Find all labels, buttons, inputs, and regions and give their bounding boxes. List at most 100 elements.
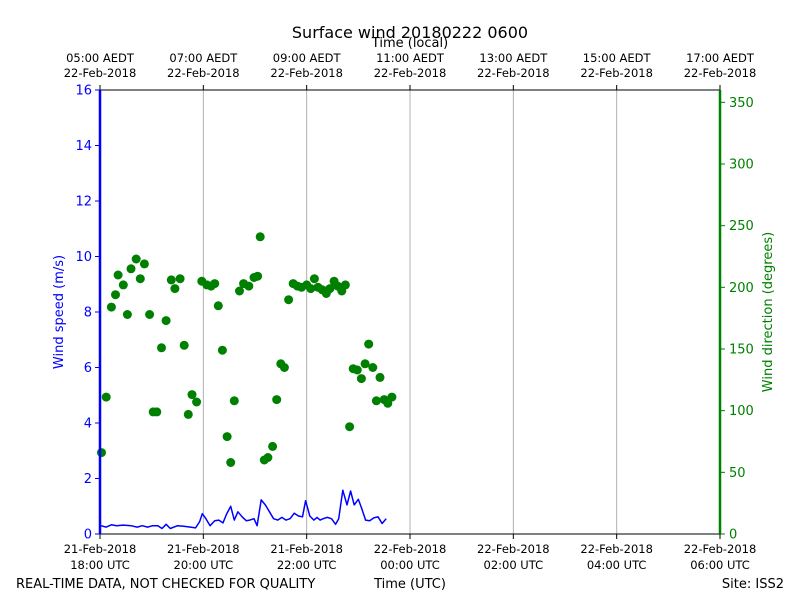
wind-direction-point [306,284,316,294]
bottom-axis-label: Time (UTC) [373,577,446,592]
left-tick-label: 6 [84,361,92,376]
top-axis-label: Time (local) [371,36,448,51]
wind-direction-point [97,448,106,458]
left-tick-label: 12 [75,195,92,210]
wind-direction-point [122,310,132,319]
footer-warning: REAL-TIME DATA, NOT CHECKED FOR QUALITY [16,577,315,592]
wind-direction-point [118,280,128,290]
wind-direction-point [268,441,278,451]
wind-direction-point [183,409,193,419]
wind-speed-line [100,489,387,530]
wind-direction-point [272,395,282,405]
right-tick-label: 0 [729,528,737,543]
top-tick-time: 13:00 AEDT [479,51,548,65]
right-tick-label: 350 [729,96,754,111]
bottom-tick-time: 22:00 UTC [277,558,337,572]
left-tick-label: 2 [84,472,92,487]
wind-direction-point [152,407,162,417]
site-label: Site: ISS2 [722,577,784,592]
wind-direction-point [145,310,155,319]
wind-direction-point [340,280,350,290]
wind-direction-point [253,271,263,281]
series-layer [97,232,397,530]
bottom-tick-time: 20:00 UTC [174,558,234,572]
wind-direction-point [364,339,374,349]
bottom-tick-date: 21-Feb-2018 [270,542,343,556]
wind-direction-point [210,279,220,289]
wind-direction-point [387,392,397,402]
grid-layer [202,90,618,534]
wind-direction-point [166,275,176,285]
wind-direction-point [161,316,171,326]
right-tick-label: 300 [729,158,754,173]
wind-direction-point [106,302,116,312]
wind-direction-point [175,274,185,284]
bottom-tick-time: 02:00 UTC [484,558,544,572]
wind-direction-point [255,232,265,242]
wind-direction-point [229,396,239,406]
wind-direction-point [375,372,385,382]
wind-direction-point [222,432,232,442]
wind-direction-point [187,390,197,400]
left-tick-label: 10 [75,250,92,265]
wind-direction-point [235,286,244,296]
wind-direction-point [371,396,381,406]
wind-direction-point [170,284,180,294]
right-tick-label: 100 [729,404,754,419]
bottom-tick-date: 22-Feb-2018 [580,542,653,556]
bottom-tick-time: 00:00 UTC [380,558,440,572]
ticks-layer: 0 2 4 6 8 10 12 14 16 0 50 100 150 200 250 300 350 21-Feb… [64,51,757,572]
wind-direction-point [217,345,227,355]
top-tick-date: 22-Feb-2018 [64,66,137,80]
right-tick-label: 50 [729,466,746,481]
wind-direction-point [192,397,202,407]
top-tick-date: 22-Feb-2018 [167,66,240,80]
bottom-tick-date: 22-Feb-2018 [374,542,447,556]
top-tick-time: 05:00 AEDT [66,51,135,65]
wind-direction-point [263,453,273,462]
chart-title: Surface wind 20180222 0600 [292,23,528,42]
right-axis-label: Wind direction (degrees) [761,232,776,392]
wind-direction-point [309,274,319,284]
left-tick-label: 0 [84,528,92,543]
wind-direction-point [352,365,362,375]
wind-direction-point [111,290,120,300]
top-tick-date: 22-Feb-2018 [684,66,757,80]
bottom-tick-date: 21-Feb-2018 [167,542,240,556]
bottom-tick-date: 21-Feb-2018 [64,542,137,556]
left-tick-label: 8 [84,306,92,321]
top-tick-time: 09:00 AEDT [273,51,342,65]
top-tick-date: 22-Feb-2018 [270,66,343,80]
bottom-tick-date: 22-Feb-2018 [477,542,550,556]
wind-direction-point [131,254,141,264]
right-tick-label: 200 [729,281,754,296]
wind-direction-point [135,274,145,284]
wind-direction-point [101,392,111,402]
wind-direction-point [244,281,254,291]
top-tick-time: 15:00 AEDT [583,51,652,65]
wind-direction-point [360,359,370,369]
wind-direction-point [113,270,123,280]
wind-direction-point [345,422,355,432]
top-tick-date: 22-Feb-2018 [580,66,653,80]
right-tick-label: 150 [729,343,754,358]
top-tick-time: 11:00 AEDT [376,51,445,65]
bottom-tick-time: 18:00 UTC [70,558,130,572]
left-tick-label: 16 [75,84,92,99]
wind-direction-point [284,295,294,305]
left-tick-label: 4 [84,417,92,432]
top-tick-time: 17:00 AEDT [686,51,755,65]
wind-direction-point [157,343,166,353]
wind-direction-point [179,340,189,350]
wind-direction-point [226,458,236,467]
wind-direction-point [279,363,289,372]
wind-direction-point [368,363,378,372]
bottom-tick-date: 22-Feb-2018 [684,542,757,556]
right-tick-label: 250 [729,219,754,234]
top-tick-date: 22-Feb-2018 [374,66,447,80]
wind-direction-point [139,259,149,269]
wind-direction-point [126,264,136,274]
bottom-tick-time: 06:00 UTC [690,558,750,572]
top-tick-time: 07:00 AEDT [169,51,238,65]
